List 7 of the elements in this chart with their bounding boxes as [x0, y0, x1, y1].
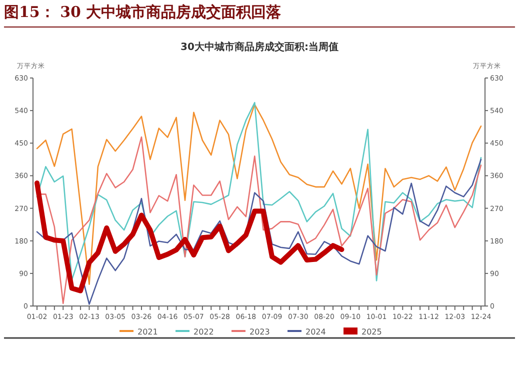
legend-label: 2021 [138, 328, 158, 336]
legend-label: 2022 [194, 328, 214, 336]
legend-label: 2025 [362, 328, 382, 336]
chart-subtitle: 30大中城市商品房成交面积:当周值 [180, 41, 338, 53]
legend-label: 2024 [306, 328, 326, 336]
chart-title: 图15： 30 大中城市商品房成交面积回落 [4, 3, 282, 21]
legend-label: 2023 [250, 328, 270, 336]
